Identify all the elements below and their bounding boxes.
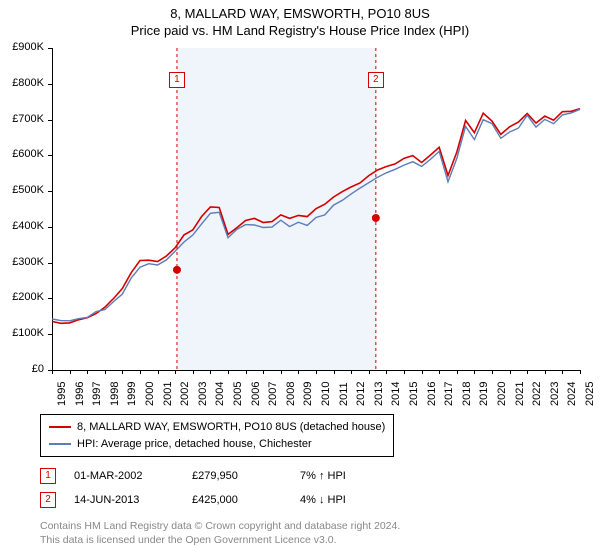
- footer-line-1: Contains HM Land Registry data © Crown c…: [40, 520, 400, 534]
- y-axis-label: £900K: [0, 41, 44, 53]
- x-axis-label: 1997: [91, 382, 103, 406]
- sale-marker-box: 2: [368, 72, 384, 88]
- sale-row: 1 01-MAR-2002 £279,950 7% ↑ HPI: [40, 468, 580, 484]
- x-axis-label: 1996: [74, 382, 86, 406]
- x-axis-label: 1995: [56, 382, 68, 406]
- x-axis-line: [52, 370, 580, 371]
- x-axis-label: 2015: [408, 382, 420, 406]
- x-tick: [580, 370, 581, 374]
- x-axis-label: 2024: [566, 382, 578, 406]
- x-axis-label: 2008: [285, 382, 297, 406]
- x-axis-label: 2018: [461, 382, 473, 406]
- x-axis-label: 2004: [214, 382, 226, 406]
- x-axis-label: 2005: [232, 382, 244, 406]
- sale-row: 2 14-JUN-2013 £425,000 4% ↓ HPI: [40, 492, 580, 508]
- x-axis-label: 2000: [144, 382, 156, 406]
- legend-box: 8, MALLARD WAY, EMSWORTH, PO10 8US (deta…: [40, 414, 394, 457]
- sale-marker-badge: 2: [40, 492, 56, 508]
- y-axis-line: [52, 48, 53, 370]
- sale-diff: 7% ↑ HPI: [300, 470, 390, 482]
- shade-band: [177, 48, 376, 370]
- x-axis-label: 2010: [320, 382, 332, 406]
- legend-swatch-price-paid: [49, 426, 71, 428]
- sale-date: 01-MAR-2002: [74, 470, 174, 482]
- legend-item-price-paid: 8, MALLARD WAY, EMSWORTH, PO10 8US (deta…: [49, 419, 385, 436]
- sale-date: 14-JUN-2013: [74, 494, 174, 506]
- footer-attribution: Contains HM Land Registry data © Crown c…: [40, 520, 400, 547]
- x-axis-label: 2025: [584, 382, 596, 406]
- y-axis-label: £300K: [0, 256, 44, 268]
- x-axis-label: 2023: [549, 382, 561, 406]
- legend-label-price-paid: 8, MALLARD WAY, EMSWORTH, PO10 8US (deta…: [77, 419, 385, 436]
- x-axis-label: 2021: [514, 382, 526, 406]
- sale-marker-badge: 1: [40, 468, 56, 484]
- x-axis-label: 2020: [496, 382, 508, 406]
- x-axis-label: 1999: [126, 382, 138, 406]
- sale-diff: 4% ↓ HPI: [300, 494, 390, 506]
- sale-price: £279,950: [192, 470, 282, 482]
- y-axis-label: £400K: [0, 220, 44, 232]
- y-axis-label: £0: [0, 363, 44, 375]
- x-axis-label: 2022: [531, 382, 543, 406]
- x-axis-label: 2019: [478, 382, 490, 406]
- title-line-1: 8, MALLARD WAY, EMSWORTH, PO10 8US: [0, 6, 600, 23]
- chart-container: 8, MALLARD WAY, EMSWORTH, PO10 8US Price…: [0, 0, 600, 560]
- x-axis-label: 2009: [302, 382, 314, 406]
- x-axis-label: 2001: [162, 382, 174, 406]
- x-axis-label: 1998: [109, 382, 121, 406]
- y-axis-label: £200K: [0, 291, 44, 303]
- x-axis-label: 2002: [179, 382, 191, 406]
- x-axis-label: 2017: [443, 382, 455, 406]
- x-axis-label: 2007: [267, 382, 279, 406]
- x-axis-label: 2006: [250, 382, 262, 406]
- sale-price: £425,000: [192, 494, 282, 506]
- y-axis-label: £600K: [0, 148, 44, 160]
- x-axis-label: 2016: [426, 382, 438, 406]
- footer-line-2: This data is licensed under the Open Gov…: [40, 534, 400, 548]
- y-axis-label: £100K: [0, 327, 44, 339]
- x-axis-label: 2003: [197, 382, 209, 406]
- title-line-2: Price paid vs. HM Land Registry's House …: [0, 23, 600, 40]
- legend-swatch-hpi: [49, 443, 71, 445]
- sale-marker-box: 1: [169, 72, 185, 88]
- y-axis-label: £700K: [0, 113, 44, 125]
- legend-label-hpi: HPI: Average price, detached house, Chic…: [77, 436, 312, 453]
- chart-title: 8, MALLARD WAY, EMSWORTH, PO10 8US Price…: [0, 0, 600, 40]
- legend-item-hpi: HPI: Average price, detached house, Chic…: [49, 436, 385, 453]
- x-axis-label: 2011: [338, 382, 350, 406]
- y-axis-label: £800K: [0, 77, 44, 89]
- x-axis-label: 2012: [355, 382, 367, 406]
- x-axis-label: 2013: [373, 382, 385, 406]
- x-axis-label: 2014: [390, 382, 402, 406]
- y-axis-label: £500K: [0, 184, 44, 196]
